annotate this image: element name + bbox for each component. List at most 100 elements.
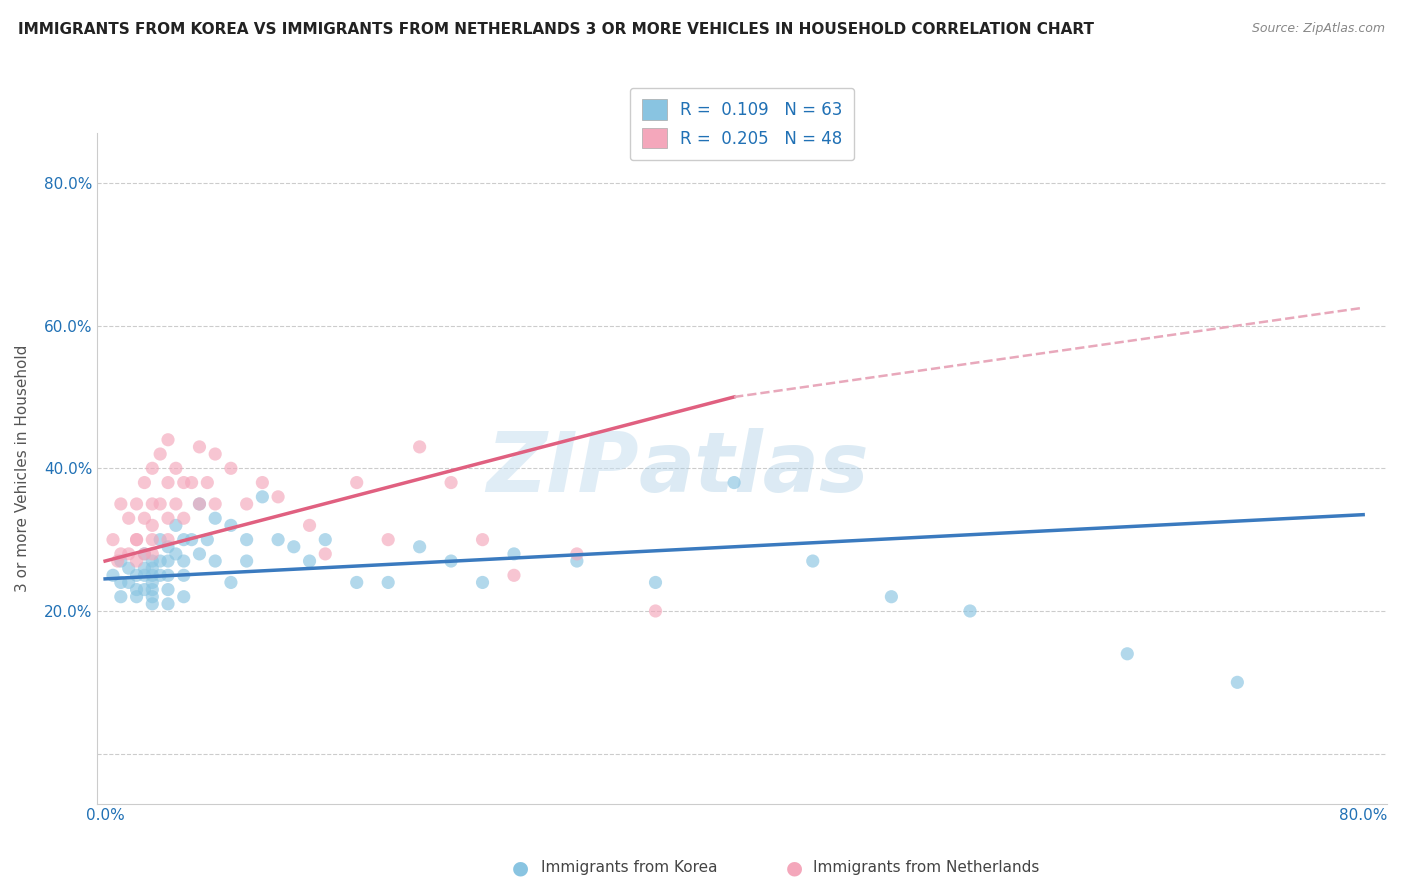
Point (204, 554, 226, 568)
Point (141, 590, 163, 604)
Point (440, 554, 463, 568)
Point (156, 511, 179, 525)
Point (141, 582, 163, 597)
Point (101, 533, 124, 547)
Point (565, 554, 588, 568)
Point (156, 475, 179, 490)
Point (149, 533, 172, 547)
Point (219, 461, 242, 475)
Point (141, 597, 163, 611)
Point (118, 547, 141, 561)
Point (503, 568, 526, 582)
Point (156, 597, 179, 611)
Point (723, 475, 745, 490)
Point (180, 475, 202, 490)
Point (141, 568, 163, 582)
Point (110, 547, 132, 561)
Point (110, 575, 132, 590)
Point (125, 554, 148, 568)
Point (165, 497, 187, 511)
Text: Immigrants from Korea: Immigrants from Korea (541, 861, 718, 875)
Point (141, 575, 163, 590)
Point (235, 554, 257, 568)
Point (471, 575, 494, 590)
Point (156, 540, 179, 554)
Point (134, 561, 156, 575)
Point (252, 475, 274, 490)
Point (173, 590, 195, 604)
Point (173, 533, 195, 547)
Text: atlas: atlas (638, 428, 869, 508)
Point (149, 497, 172, 511)
Point (204, 497, 226, 511)
Point (125, 533, 148, 547)
Point (141, 547, 163, 561)
Point (204, 447, 226, 461)
Point (134, 547, 156, 561)
Point (101, 568, 124, 582)
Text: ●: ● (512, 858, 529, 878)
Point (1226, 675, 1249, 690)
Point (149, 554, 172, 568)
Point (180, 533, 202, 547)
Point (188, 547, 211, 561)
Point (188, 440, 211, 454)
Text: ●: ● (786, 858, 803, 878)
Point (959, 604, 981, 618)
Point (235, 497, 257, 511)
Point (219, 518, 242, 533)
Point (298, 518, 321, 533)
Point (125, 582, 148, 597)
Point (173, 554, 195, 568)
Point (377, 533, 399, 547)
Point (801, 554, 824, 568)
Point (298, 554, 321, 568)
Point (107, 554, 129, 568)
Point (134, 568, 156, 582)
Point (149, 447, 172, 461)
Legend: R =  0.109   N = 63, R =  0.205   N = 48: R = 0.109 N = 63, R = 0.205 N = 48 (630, 87, 853, 160)
Point (408, 540, 430, 554)
Point (173, 568, 195, 582)
Point (125, 497, 148, 511)
Point (440, 475, 463, 490)
Point (346, 575, 368, 590)
Point (141, 497, 163, 511)
Point (346, 475, 368, 490)
Point (156, 568, 179, 582)
Point (644, 604, 666, 618)
Text: IMMIGRANTS FROM KOREA VS IMMIGRANTS FROM NETHERLANDS 3 OR MORE VEHICLES IN HOUSE: IMMIGRANTS FROM KOREA VS IMMIGRANTS FROM… (18, 22, 1094, 37)
Point (1116, 647, 1139, 661)
Point (195, 475, 218, 490)
Point (134, 547, 156, 561)
Point (156, 582, 179, 597)
Point (141, 461, 163, 475)
Point (219, 575, 242, 590)
Point (134, 582, 156, 597)
Point (110, 590, 132, 604)
Point (173, 475, 195, 490)
Point (165, 518, 187, 533)
Point (156, 433, 179, 447)
Point (110, 497, 132, 511)
Point (880, 590, 903, 604)
Point (377, 575, 399, 590)
Point (195, 533, 218, 547)
Point (141, 554, 163, 568)
Point (165, 461, 187, 475)
Point (267, 533, 290, 547)
Point (156, 533, 179, 547)
Point (118, 575, 141, 590)
Point (204, 511, 226, 525)
Point (141, 518, 163, 533)
Text: Immigrants from Netherlands: Immigrants from Netherlands (813, 861, 1039, 875)
Point (110, 554, 132, 568)
Point (471, 533, 494, 547)
Point (134, 475, 156, 490)
Point (408, 440, 430, 454)
Point (644, 575, 666, 590)
Point (503, 547, 526, 561)
Text: ZIP: ZIP (486, 428, 638, 508)
Text: Source: ZipAtlas.com: Source: ZipAtlas.com (1251, 22, 1385, 36)
Point (173, 511, 195, 525)
